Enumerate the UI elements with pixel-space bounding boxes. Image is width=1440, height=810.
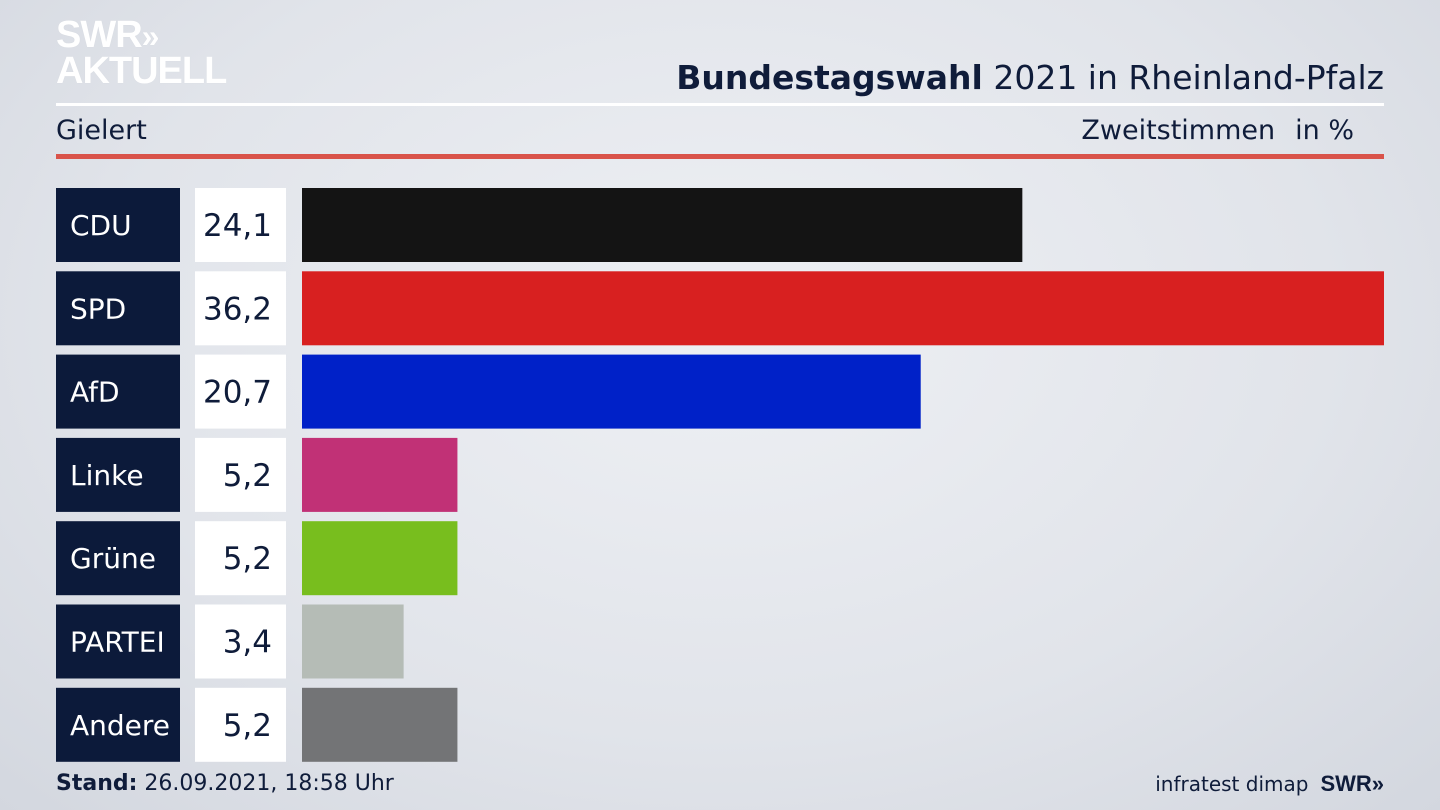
logo-line-2: AKTUELL [56, 50, 227, 92]
source-name: infratest dimap [1155, 772, 1309, 796]
value-label-bg [195, 687, 286, 762]
bar-afd [302, 354, 921, 429]
party-label-bg [56, 354, 180, 429]
header-divider [56, 103, 1384, 106]
bar-row-spd: SPD 36,2 [56, 271, 1384, 346]
bar-andere [302, 687, 458, 762]
page-title: Bundestagswahl 2021 in Rheinland-Pfalz [676, 58, 1384, 97]
bar-row-cdu: CDU 24,1 [56, 188, 1023, 262]
bar-linke [302, 437, 458, 512]
party-label: Andere [70, 709, 170, 742]
bar-grüne [302, 521, 458, 596]
bar-row-partei: PARTEI 3,4 [56, 604, 404, 679]
title-rest: 2021 in Rheinland-Pfalz [982, 58, 1384, 97]
metric-name: Zweitstimmen [1081, 115, 1276, 146]
accent-divider [56, 154, 1384, 159]
source-credit: infratest dimap SWR» [1155, 771, 1384, 797]
party-label-bg [56, 687, 180, 762]
value-label-bg [195, 271, 286, 346]
title-bold: Bundestagswahl [676, 58, 983, 97]
value-label: 36,2 [203, 291, 272, 327]
value-label-bg [195, 521, 286, 596]
value-label: 5,2 [223, 458, 272, 494]
bar-row-grüne: Grüne 5,2 [56, 521, 458, 596]
party-label-bg [56, 271, 180, 346]
bar-row-andere: Andere 5,2 [56, 687, 458, 762]
value-label: 5,2 [223, 708, 272, 744]
timestamp: Stand: 26.09.2021, 18:58 Uhr [56, 771, 394, 796]
bar-cdu [302, 188, 1023, 262]
party-label: CDU [70, 209, 132, 242]
bar-partei [302, 604, 404, 679]
stand-value: 26.09.2021, 18:58 Uhr [144, 771, 394, 796]
value-label: 5,2 [223, 541, 272, 577]
party-label-bg [56, 521, 180, 596]
party-label-bg [56, 604, 180, 679]
value-label-bg [195, 354, 286, 429]
party-label-bg [56, 437, 180, 512]
party-label: PARTEI [70, 626, 165, 659]
bar-row-afd: AfD 20,7 [56, 354, 921, 429]
bar-row-linke: Linke 5,2 [56, 437, 458, 512]
value-label-bg [195, 188, 286, 262]
constituency-label: Gielert [56, 115, 147, 146]
logo-line-1: SWR» [56, 14, 159, 56]
party-label-bg [56, 188, 180, 262]
value-label: 24,1 [203, 208, 272, 244]
party-label: Grüne [70, 542, 156, 575]
value-label-bg [195, 437, 286, 512]
value-label-bg [195, 604, 286, 679]
party-label: AfD [70, 376, 120, 409]
metric-unit: in % [1295, 115, 1354, 146]
stand-label: Stand: [56, 771, 138, 796]
party-label: Linke [70, 459, 144, 492]
value-label: 3,4 [223, 625, 272, 661]
swr-aktuell-logo: SWR» AKTUELL [56, 14, 227, 92]
party-label: SPD [70, 292, 126, 325]
value-label: 20,7 [203, 375, 272, 411]
metric-label: Zweitstimmen in % [1081, 115, 1354, 146]
bar-spd [302, 271, 1384, 346]
swr-footer-logo: SWR» [1320, 771, 1384, 796]
